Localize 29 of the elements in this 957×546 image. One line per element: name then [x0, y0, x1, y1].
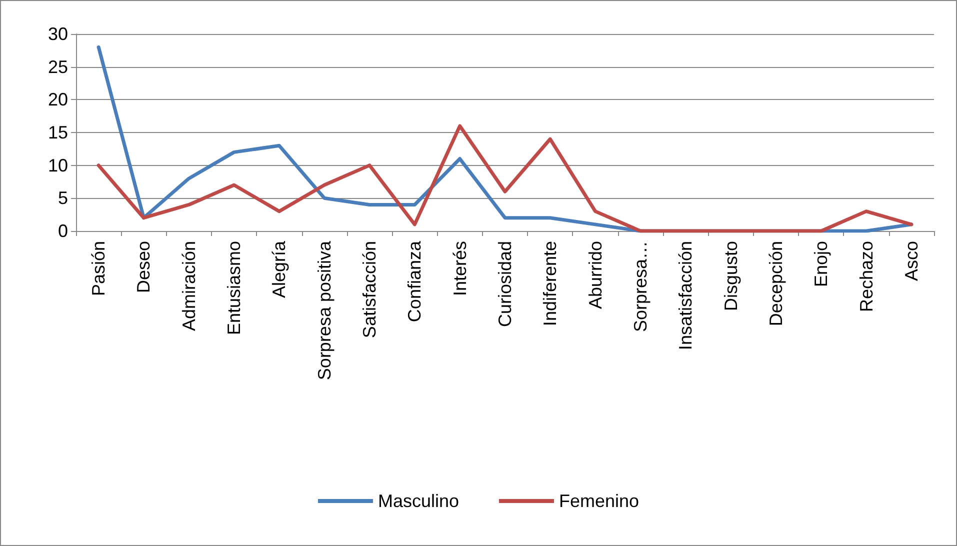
y-tick-label: 0: [58, 221, 68, 241]
line-series: [96, 124, 914, 233]
x-tick-label: Satisfacción: [360, 241, 380, 338]
x-tick-label: Disgusto: [720, 241, 741, 312]
x-tick-label: Decepción: [766, 241, 786, 326]
y-tick-label: 20: [48, 90, 68, 110]
x-tick-label: Enojo: [811, 241, 832, 288]
x-tick-label: Deseo: [134, 241, 154, 294]
y-tick-label: 30: [48, 24, 68, 44]
x-tick-label: Aburrido: [585, 241, 606, 310]
x-tick-label: Interés: [450, 241, 470, 296]
y-tick-label: 5: [58, 188, 68, 208]
y-tick-label: 10: [48, 155, 68, 176]
legend-label: Masculino: [378, 491, 460, 511]
x-tick-label: Pasión: [88, 241, 109, 296]
x-tick-label: Confianza: [404, 240, 425, 322]
y-tick-label: 15: [48, 122, 68, 142]
x-tick-label: Indiferente: [540, 241, 560, 326]
legend-label: Femenino: [558, 491, 640, 511]
x-tick-label: Entusiasmo: [224, 241, 244, 336]
x-tick-label: Rechazo: [856, 241, 876, 312]
y-tick-label: 25: [48, 56, 68, 77]
x-tick-label: Admiración: [178, 241, 199, 332]
x-tick-label: Alegría: [269, 240, 290, 298]
x-tick-label: Curiosidad: [495, 241, 515, 328]
x-tick-label: Asco: [901, 241, 922, 282]
x-tick-label: Sorpresa positiva: [314, 240, 334, 380]
x-tick-label: Insatisfacción: [676, 241, 696, 350]
x-tick-label: Sorpresa…: [630, 241, 650, 332]
